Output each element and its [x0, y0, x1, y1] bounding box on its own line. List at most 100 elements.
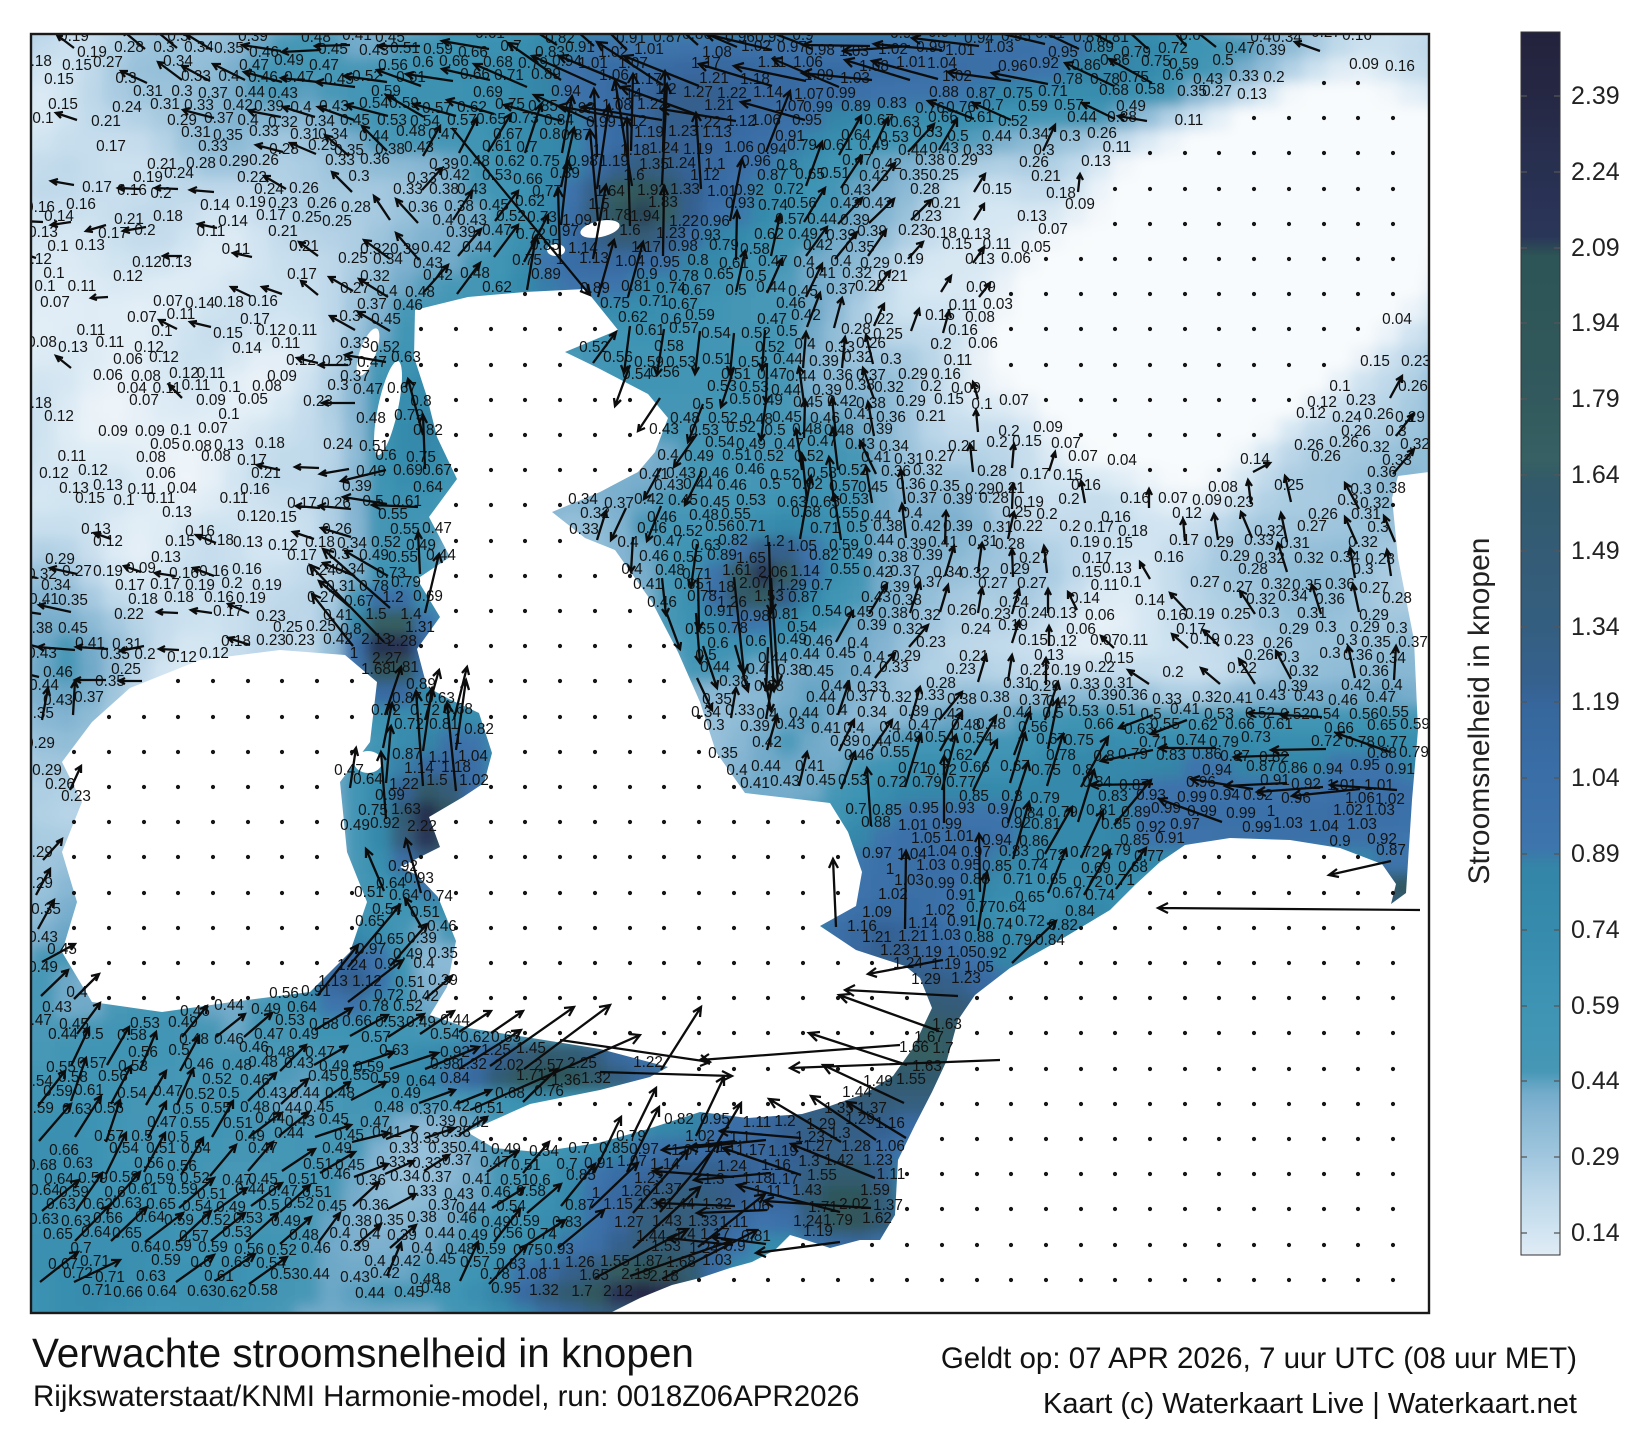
svg-text:0.29: 0.29 [219, 153, 249, 170]
svg-text:0.24: 0.24 [961, 621, 991, 638]
svg-text:0.13: 0.13 [233, 534, 263, 551]
svg-text:0.13: 0.13 [75, 237, 105, 254]
svg-text:0.42: 0.42 [862, 195, 892, 212]
svg-text:0.24: 0.24 [323, 436, 353, 453]
svg-text:0.69: 0.69 [393, 462, 423, 479]
svg-text:0.3: 0.3 [1315, 619, 1336, 636]
svg-text:0.34: 0.34 [1278, 588, 1308, 605]
svg-text:0.11: 0.11 [1120, 632, 1149, 649]
svg-text:0.24: 0.24 [164, 165, 194, 182]
svg-text:0.07: 0.07 [198, 420, 228, 437]
svg-text:0.5: 0.5 [759, 476, 780, 493]
svg-text:0.39: 0.39 [943, 491, 973, 508]
svg-text:0.11: 0.11 [96, 334, 125, 351]
svg-text:0.17: 0.17 [96, 138, 126, 155]
svg-text:0.11: 0.11 [1175, 112, 1204, 129]
svg-text:0.37: 0.37 [846, 688, 876, 705]
svg-text:0.45: 0.45 [371, 311, 401, 328]
svg-text:0.06: 0.06 [113, 351, 143, 368]
svg-text:0.04: 0.04 [1382, 311, 1412, 328]
svg-text:0.37: 0.37 [74, 689, 104, 706]
svg-text:0.33: 0.33 [325, 152, 355, 169]
svg-text:0.33: 0.33 [340, 335, 370, 352]
svg-text:0.39: 0.39 [857, 617, 887, 634]
svg-text:0.12: 0.12 [44, 408, 74, 425]
svg-text:0.06: 0.06 [1001, 250, 1031, 267]
svg-text:0.16: 0.16 [1385, 58, 1415, 75]
svg-text:0.14: 0.14 [232, 340, 262, 357]
svg-text:0.11: 0.11 [220, 490, 249, 507]
svg-text:0.93: 0.93 [725, 195, 755, 212]
svg-text:0.22: 0.22 [1013, 518, 1043, 535]
svg-text:0.46: 0.46 [647, 594, 677, 611]
svg-text:0.15: 0.15 [267, 509, 297, 526]
svg-text:0.18: 0.18 [214, 294, 244, 311]
svg-text:0.25: 0.25 [1221, 606, 1251, 623]
svg-text:0.11: 0.11 [167, 306, 196, 323]
svg-text:0.55: 0.55 [830, 561, 860, 578]
svg-text:0.33: 0.33 [249, 123, 279, 140]
svg-text:1: 1 [350, 645, 359, 662]
svg-text:0.06: 0.06 [968, 335, 998, 352]
svg-text:0.07: 0.07 [1068, 448, 1098, 465]
svg-text:0.42: 0.42 [911, 518, 941, 535]
svg-text:0.42: 0.42 [634, 491, 664, 508]
svg-text:0.13: 0.13 [1081, 153, 1111, 170]
svg-text:1.68: 1.68 [361, 661, 391, 678]
svg-text:0.08: 0.08 [201, 448, 231, 465]
svg-text:0.18: 0.18 [153, 208, 183, 225]
svg-text:0.25: 0.25 [855, 278, 885, 295]
svg-text:0.26: 0.26 [1364, 406, 1394, 423]
svg-text:0.4: 0.4 [617, 534, 639, 551]
svg-text:0.19: 0.19 [1070, 534, 1100, 551]
svg-text:0.43: 0.43 [1256, 687, 1286, 704]
svg-text:0.26: 0.26 [1311, 448, 1341, 465]
svg-text:0.12: 0.12 [113, 268, 143, 285]
svg-text:0.27: 0.27 [1202, 83, 1232, 100]
svg-text:0.05: 0.05 [238, 391, 268, 408]
svg-text:0.16: 0.16 [1120, 490, 1150, 507]
svg-text:0.15: 0.15 [1012, 433, 1042, 450]
svg-text:1.21: 1.21 [704, 97, 734, 114]
svg-text:0.65: 0.65 [704, 266, 734, 283]
svg-text:0.16: 0.16 [1154, 549, 1184, 566]
svg-text:0.39: 0.39 [1256, 42, 1286, 59]
svg-text:0.57: 0.57 [669, 320, 699, 337]
svg-text:0.22: 0.22 [1085, 659, 1115, 676]
svg-text:0.42: 0.42 [791, 307, 821, 324]
svg-text:0.11: 0.11 [272, 335, 301, 352]
svg-text:0.07: 0.07 [999, 392, 1029, 409]
svg-text:0.2: 0.2 [930, 336, 951, 353]
svg-text:0.48: 0.48 [356, 410, 386, 427]
svg-text:0.61: 0.61 [635, 322, 665, 339]
svg-text:0.12: 0.12 [1296, 405, 1326, 422]
svg-text:0.3: 0.3 [1059, 128, 1080, 145]
svg-text:1.81: 1.81 [389, 659, 419, 676]
svg-text:0.91: 0.91 [704, 603, 734, 620]
svg-text:0.12: 0.12 [199, 645, 229, 662]
svg-text:0.8: 0.8 [539, 126, 560, 143]
svg-text:0.43: 0.43 [404, 139, 434, 156]
svg-text:0.21: 0.21 [1031, 168, 1061, 185]
svg-text:0.23: 0.23 [1401, 353, 1431, 370]
svg-text:0.14: 0.14 [200, 197, 230, 214]
svg-text:0.17: 0.17 [256, 207, 286, 224]
svg-text:0.12: 0.12 [149, 349, 179, 366]
svg-text:0.83: 0.83 [877, 95, 907, 112]
svg-text:0.33: 0.33 [393, 181, 423, 198]
svg-text:0.33: 0.33 [569, 521, 599, 538]
svg-text:0.35: 0.35 [58, 592, 88, 609]
svg-text:0.2: 0.2 [986, 434, 1007, 451]
svg-text:0.37: 0.37 [826, 281, 856, 298]
svg-text:0.2: 0.2 [1059, 518, 1080, 535]
svg-text:0.47: 0.47 [353, 381, 383, 398]
svg-text:0.18: 0.18 [255, 435, 285, 452]
svg-text:0.43: 0.43 [1294, 688, 1324, 705]
svg-text:0.39: 0.39 [913, 547, 943, 564]
svg-text:1.23: 1.23 [668, 123, 698, 140]
svg-text:2.28: 2.28 [387, 633, 417, 650]
svg-text:0.54: 0.54 [812, 603, 842, 620]
svg-text:0.48: 0.48 [396, 123, 426, 140]
svg-text:0.23: 0.23 [898, 222, 928, 239]
svg-text:0.2: 0.2 [134, 222, 155, 239]
